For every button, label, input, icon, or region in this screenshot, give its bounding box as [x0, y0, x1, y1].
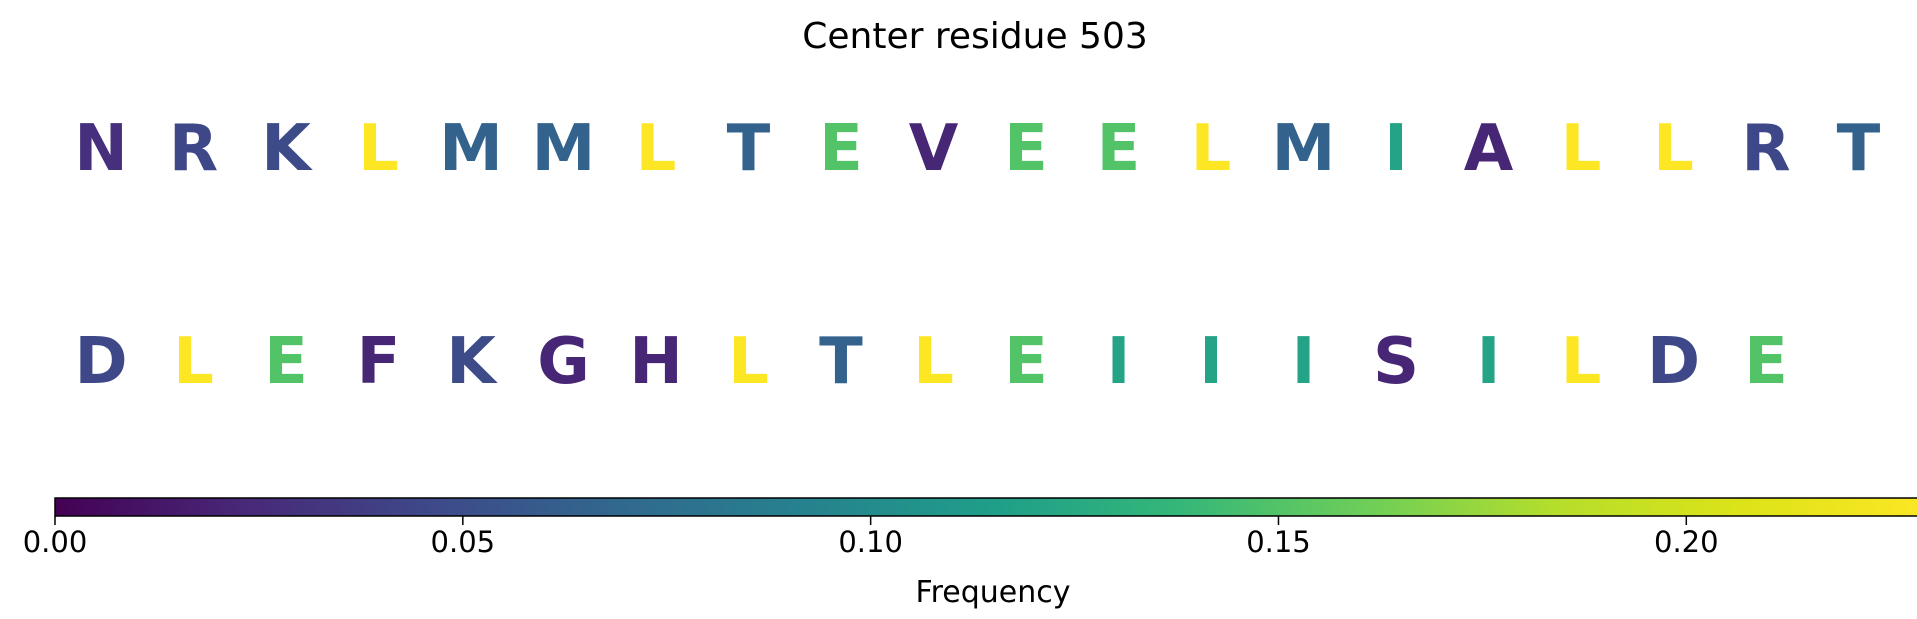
- colorbar-tick-label: 0.15: [1246, 525, 1311, 559]
- residue-letter: E: [1744, 325, 1788, 399]
- residue-letter: L: [173, 325, 214, 399]
- residue-letter: D: [1647, 325, 1700, 399]
- residue-letter: G: [537, 325, 590, 399]
- colorbar-ticks: 0.00 0.05 0.10 0.15 0.20: [23, 516, 1719, 559]
- residue-letter: I: [1107, 325, 1131, 399]
- residue-letter: K: [446, 325, 498, 399]
- residue-letter: T: [1837, 112, 1881, 186]
- colorbar-tick-label: 0.00: [23, 525, 88, 559]
- colorbar-tick-label: 0.10: [838, 525, 903, 559]
- colorbar-gradient: [54, 497, 1917, 517]
- residue-letter: I: [1199, 325, 1223, 399]
- residue-letter: S: [1373, 325, 1419, 399]
- chart-title: Center residue 503: [802, 16, 1148, 57]
- residue-letter: M: [1272, 112, 1336, 186]
- residue-letter: L: [1561, 325, 1602, 399]
- residue-letter: L: [1191, 112, 1232, 186]
- residue-letter: M: [439, 112, 503, 186]
- residue-letter: V: [909, 112, 959, 186]
- residue-letter: I: [1292, 325, 1316, 399]
- colorbar-label: Frequency: [916, 575, 1071, 610]
- residue-letter: R: [169, 112, 218, 186]
- residue-letter: E: [1004, 112, 1048, 186]
- residue-letter: K: [261, 112, 313, 186]
- residue-letter: E: [819, 112, 863, 186]
- residue-letter: L: [636, 112, 677, 186]
- colorbar-tick-label: 0.20: [1654, 525, 1719, 559]
- residue-sequence: N R K L M M L T E V E E L M I A L L R TD L E F K G H L T L E I I I S I L D E: [74, 112, 1880, 399]
- residue-letter: I: [1384, 112, 1408, 186]
- residue-letter: N: [74, 112, 128, 186]
- residue-letter: L: [728, 325, 769, 399]
- residue-letter: E: [1004, 325, 1048, 399]
- colorbar-tick-label: 0.05: [431, 525, 496, 559]
- residue-letter: H: [629, 325, 683, 399]
- residue-letter: I: [1477, 325, 1501, 399]
- residue-letter: E: [1097, 112, 1141, 186]
- residue-letter: T: [727, 112, 771, 186]
- residue-letter: R: [1741, 112, 1790, 186]
- residue-letter: E: [264, 325, 308, 399]
- residue-letter: F: [357, 325, 401, 399]
- residue-letter: T: [819, 325, 863, 399]
- residue-letter: M: [532, 112, 596, 186]
- residue-letter: L: [1561, 112, 1602, 186]
- residue-letter: L: [1653, 112, 1694, 186]
- residue-letter: L: [913, 325, 954, 399]
- residue-letter: A: [1464, 112, 1514, 186]
- residue-letter: L: [358, 112, 399, 186]
- residue-letter: D: [74, 325, 127, 399]
- colorbar: 0.00 0.05 0.10 0.15 0.20 Frequency: [23, 497, 1917, 610]
